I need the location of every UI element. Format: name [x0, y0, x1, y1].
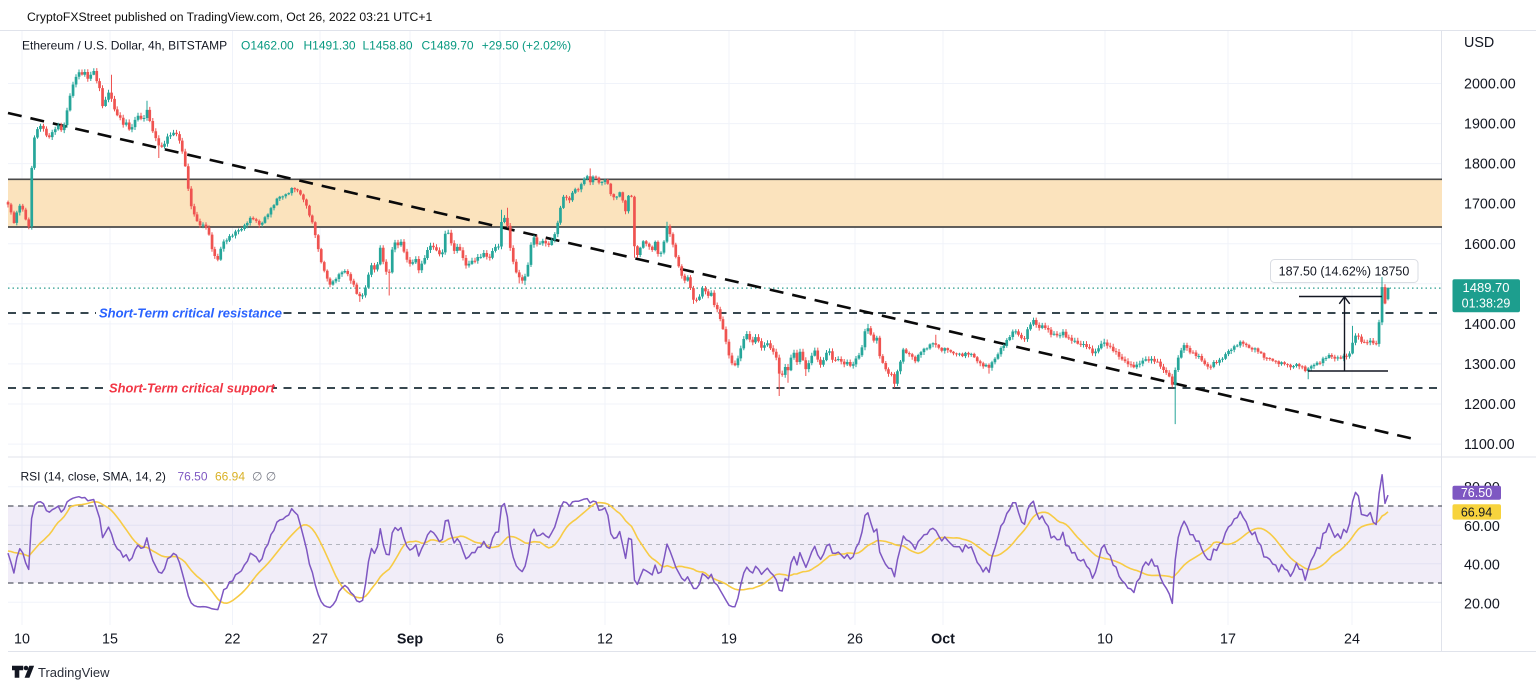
svg-text:76.50: 76.50: [178, 470, 208, 484]
svg-text:17: 17: [1220, 631, 1236, 647]
svg-text:Short-Term critical support: Short-Term critical support: [109, 381, 275, 396]
svg-text:1489.70: 1489.70: [1463, 280, 1510, 295]
svg-text:1300.00: 1300.00: [1464, 357, 1516, 373]
svg-text:24: 24: [1344, 631, 1360, 647]
svg-text:66.94: 66.94: [215, 470, 245, 484]
svg-text:26: 26: [847, 631, 863, 647]
svg-text:15: 15: [102, 631, 118, 647]
svg-text:1200.00: 1200.00: [1464, 397, 1516, 413]
svg-text:1700.00: 1700.00: [1464, 197, 1516, 213]
svg-text:CryptoFXStreet published on Tr: CryptoFXStreet published on TradingView.…: [27, 10, 432, 24]
svg-text:66.94: 66.94: [1461, 505, 1492, 519]
svg-text:1800.00: 1800.00: [1464, 157, 1516, 173]
svg-text:40.00: 40.00: [1464, 558, 1500, 574]
svg-text:6: 6: [496, 631, 504, 647]
svg-text:Ethereum / U.S. Dollar, 4h, BI: Ethereum / U.S. Dollar, 4h, BITSTAMP: [22, 38, 227, 52]
svg-text:10: 10: [14, 631, 30, 647]
svg-text:O1462.00: O1462.00: [241, 38, 294, 52]
svg-text:1400.00: 1400.00: [1464, 317, 1516, 333]
svg-text:TradingView: TradingView: [38, 665, 110, 680]
svg-text:22: 22: [225, 631, 241, 647]
svg-text:2000.00: 2000.00: [1464, 77, 1516, 93]
svg-text:Oct: Oct: [931, 631, 955, 647]
svg-text:1100.00: 1100.00: [1464, 437, 1515, 453]
svg-text:USD: USD: [1464, 35, 1494, 51]
svg-text:1600.00: 1600.00: [1464, 237, 1516, 253]
svg-text:19: 19: [721, 631, 737, 647]
svg-text:01:38:29: 01:38:29: [1462, 297, 1511, 311]
svg-text:H1491.30: H1491.30: [304, 38, 356, 52]
svg-text:C1489.70: C1489.70: [422, 38, 474, 52]
svg-text:RSI (14, close, SMA, 14, 2): RSI (14, close, SMA, 14, 2): [21, 470, 166, 484]
svg-text:Sep: Sep: [397, 631, 423, 647]
svg-text:187.50 (14.62%) 18750: 187.50 (14.62%) 18750: [1279, 265, 1410, 279]
svg-text:27: 27: [312, 631, 328, 647]
svg-text:60.00: 60.00: [1464, 519, 1500, 535]
svg-text:12: 12: [597, 631, 613, 647]
svg-text:+29.50 (+2.02%): +29.50 (+2.02%): [482, 38, 571, 52]
svg-text:L1458.80: L1458.80: [363, 38, 413, 52]
svg-text:∅ ∅: ∅ ∅: [252, 470, 276, 484]
svg-text:76.50: 76.50: [1461, 486, 1492, 500]
svg-text:10: 10: [1097, 631, 1113, 647]
svg-text:Short-Term critical resistance: Short-Term critical resistance: [99, 306, 282, 321]
svg-text:1900.00: 1900.00: [1464, 117, 1516, 133]
svg-text:20.00: 20.00: [1464, 597, 1500, 613]
